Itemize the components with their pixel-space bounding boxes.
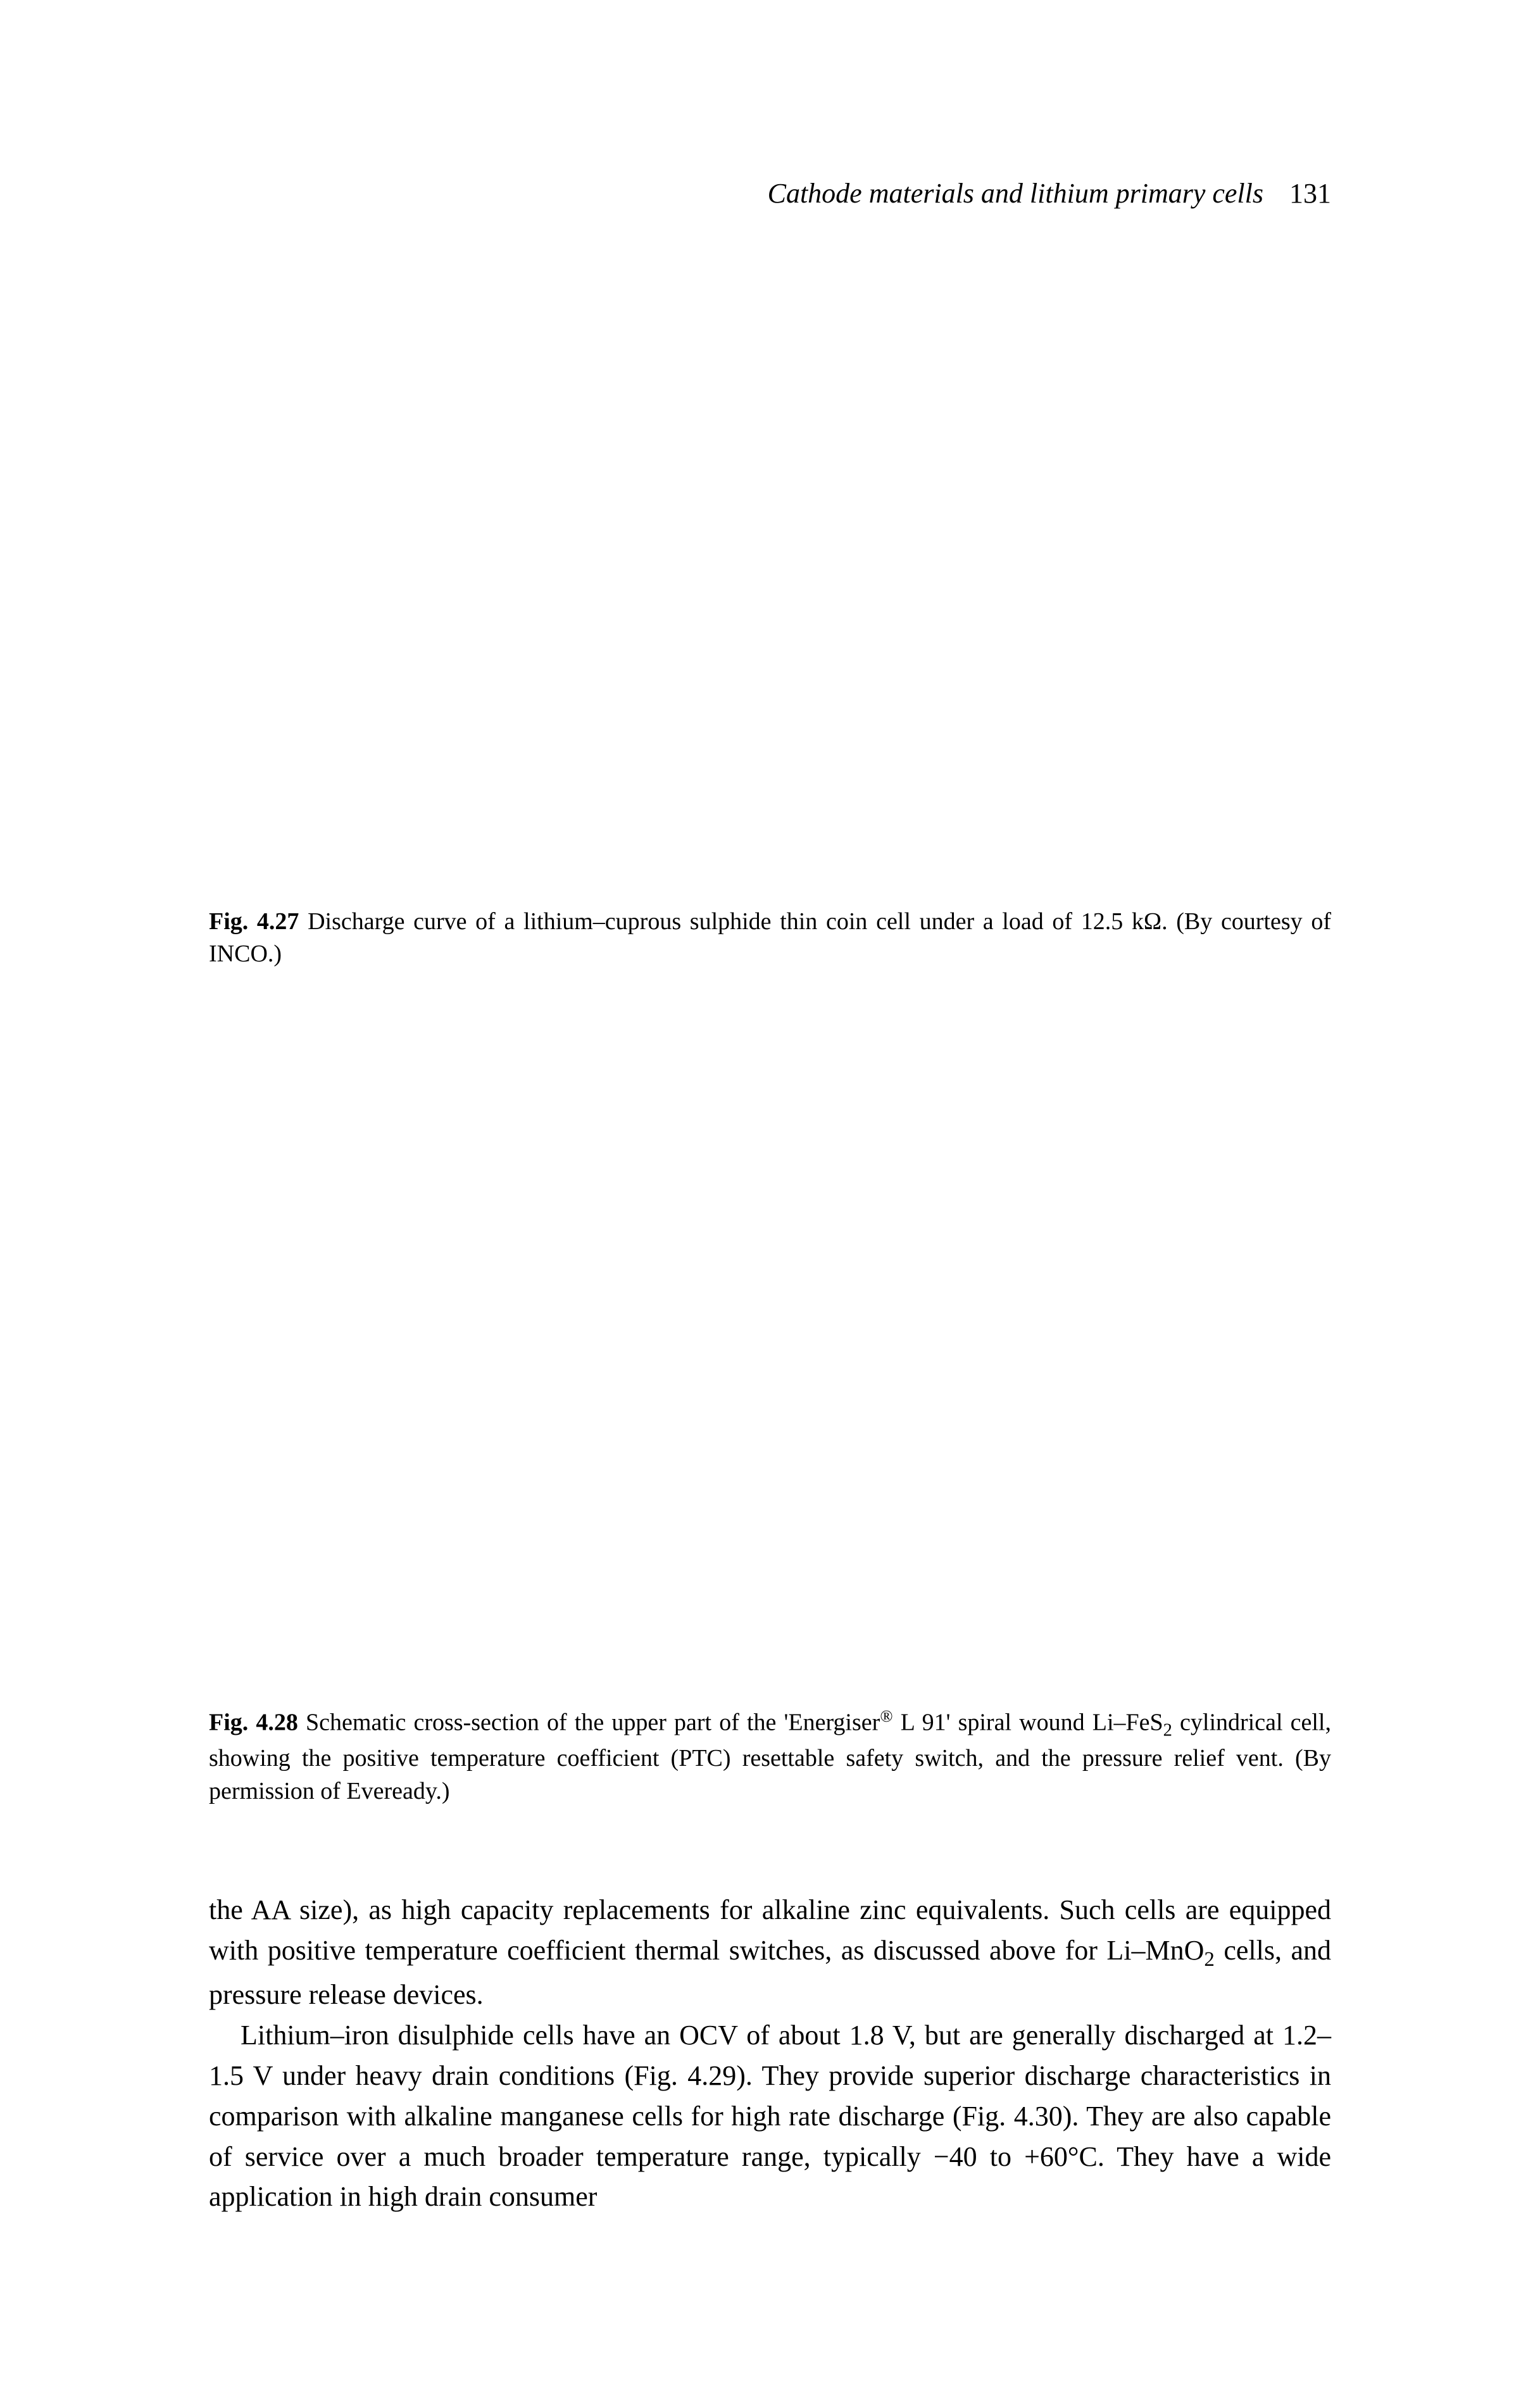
body-paragraph-2: Lithium–iron disulphide cells have an OC…: [209, 2015, 1331, 2217]
running-header-title: Cathode materials and lithium primary ce…: [768, 178, 1263, 209]
body-paragraph-1: the AA size), as high capacity replaceme…: [209, 1890, 1331, 2015]
figure-4-27-caption: Fig. 4.27 Discharge curve of a lithium–c…: [209, 906, 1331, 971]
caption-text-seg2: L 91' spiral wound Li–FeS: [893, 1709, 1163, 1735]
para-text-seg1: the AA size), as high capacity replaceme…: [209, 1894, 1331, 1966]
subscript-2: 2: [1163, 1720, 1172, 1740]
figure-label: Fig. 4.27: [209, 908, 299, 935]
figure-label: Fig. 4.28: [209, 1709, 298, 1735]
subscript-2: 2: [1204, 1948, 1215, 1971]
page-number: 131: [1289, 178, 1331, 209]
para-text: Lithium–iron disulphide cells have an OC…: [209, 2020, 1331, 2212]
registered-mark: ®: [880, 1706, 892, 1725]
caption-text: Discharge curve of a lithium–cuprous sul…: [209, 908, 1331, 967]
figure-4-28-caption: Fig. 4.28 Schematic cross-section of the…: [209, 1705, 1331, 1808]
caption-text-seg1: Schematic cross-section of the upper par…: [298, 1709, 880, 1735]
running-header: Cathode materials and lithium primary ce…: [209, 177, 1331, 209]
